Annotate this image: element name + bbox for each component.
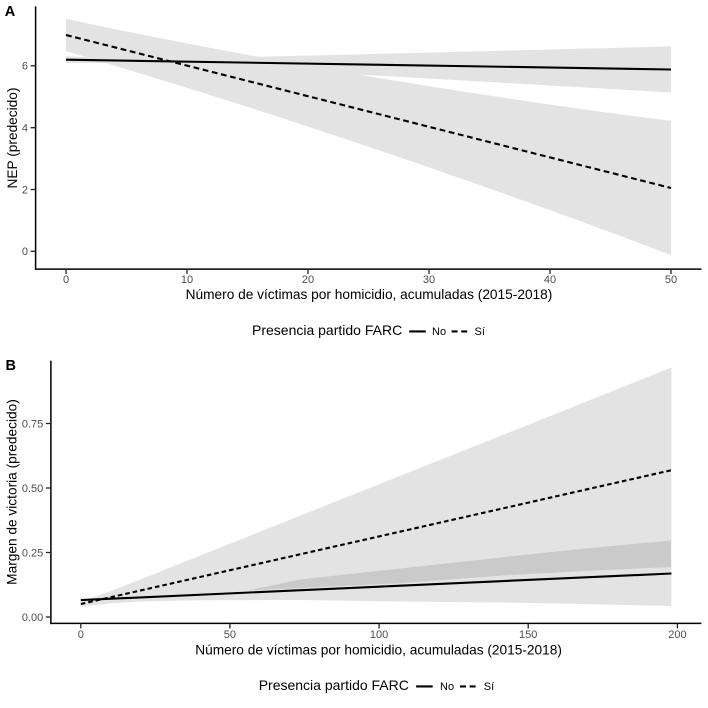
svg-text:50: 50 <box>224 629 236 641</box>
svg-text:Presencia partido FARC: Presencia partido FARC <box>252 322 402 338</box>
svg-text:200: 200 <box>668 629 686 641</box>
svg-text:4: 4 <box>22 123 28 135</box>
svg-text:Margen de victoria (predecido): Margen de victoria (predecido) <box>5 399 20 585</box>
svg-text:A: A <box>5 4 16 20</box>
svg-text:Número de víctimas por homicid: Número de víctimas por homicidio, acumul… <box>195 643 562 658</box>
svg-text:6: 6 <box>22 61 28 73</box>
svg-text:0: 0 <box>22 246 28 258</box>
svg-text:0.25: 0.25 <box>22 547 43 559</box>
svg-text:No: No <box>440 681 454 693</box>
svg-text:Sí: Sí <box>475 326 485 338</box>
svg-text:Sí: Sí <box>484 681 494 693</box>
svg-text:0.75: 0.75 <box>22 418 43 430</box>
svg-text:30: 30 <box>423 274 435 286</box>
svg-text:Presencia partido FARC: Presencia partido FARC <box>259 677 409 693</box>
svg-text:Número de víctimas por homicid: Número de víctimas por homicidio, acumul… <box>186 287 553 302</box>
svg-text:100: 100 <box>370 629 388 641</box>
svg-text:40: 40 <box>544 274 556 286</box>
svg-text:20: 20 <box>302 274 314 286</box>
svg-text:B: B <box>6 358 16 374</box>
svg-text:0: 0 <box>63 274 69 286</box>
svg-text:NEP (predecido): NEP (predecido) <box>5 88 20 189</box>
svg-text:0.50: 0.50 <box>22 483 43 495</box>
svg-text:10: 10 <box>181 274 193 286</box>
svg-text:0.00: 0.00 <box>22 612 43 624</box>
svg-text:2: 2 <box>22 184 28 196</box>
svg-text:0: 0 <box>78 629 84 641</box>
svg-text:50: 50 <box>665 274 677 286</box>
svg-text:No: No <box>432 326 446 338</box>
svg-text:150: 150 <box>519 629 537 641</box>
